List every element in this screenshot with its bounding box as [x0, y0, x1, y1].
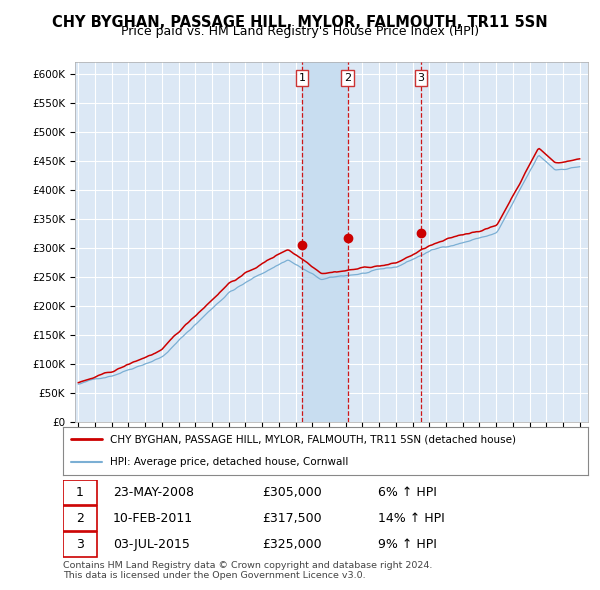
Bar: [302, 62, 347, 422]
Text: 1: 1: [298, 73, 305, 83]
Text: 2: 2: [344, 73, 351, 83]
Text: 6% ↑ HPI: 6% ↑ HPI: [378, 486, 437, 499]
Text: Contains HM Land Registry data © Crown copyright and database right 2024.
This d: Contains HM Land Registry data © Crown c…: [63, 560, 433, 580]
FancyBboxPatch shape: [63, 532, 97, 557]
Text: 10-FEB-2011: 10-FEB-2011: [113, 512, 193, 525]
FancyBboxPatch shape: [63, 480, 97, 506]
Text: 3: 3: [76, 538, 84, 551]
Text: 3: 3: [418, 73, 424, 83]
Text: 2: 2: [76, 512, 84, 525]
Text: CHY BYGHAN, PASSAGE HILL, MYLOR, FALMOUTH, TR11 5SN (detached house): CHY BYGHAN, PASSAGE HILL, MYLOR, FALMOUT…: [110, 434, 516, 444]
Text: HPI: Average price, detached house, Cornwall: HPI: Average price, detached house, Corn…: [110, 457, 349, 467]
Text: £325,000: £325,000: [263, 538, 322, 551]
Text: 03-JUL-2015: 03-JUL-2015: [113, 538, 190, 551]
Text: 1: 1: [76, 486, 84, 499]
Text: CHY BYGHAN, PASSAGE HILL, MYLOR, FALMOUTH, TR11 5SN: CHY BYGHAN, PASSAGE HILL, MYLOR, FALMOUT…: [52, 15, 548, 30]
Text: £305,000: £305,000: [263, 486, 322, 499]
Text: 14% ↑ HPI: 14% ↑ HPI: [378, 512, 445, 525]
Text: Price paid vs. HM Land Registry's House Price Index (HPI): Price paid vs. HM Land Registry's House …: [121, 25, 479, 38]
Text: 23-MAY-2008: 23-MAY-2008: [113, 486, 194, 499]
Text: 9% ↑ HPI: 9% ↑ HPI: [378, 538, 437, 551]
Text: £317,500: £317,500: [263, 512, 322, 525]
FancyBboxPatch shape: [63, 506, 97, 531]
